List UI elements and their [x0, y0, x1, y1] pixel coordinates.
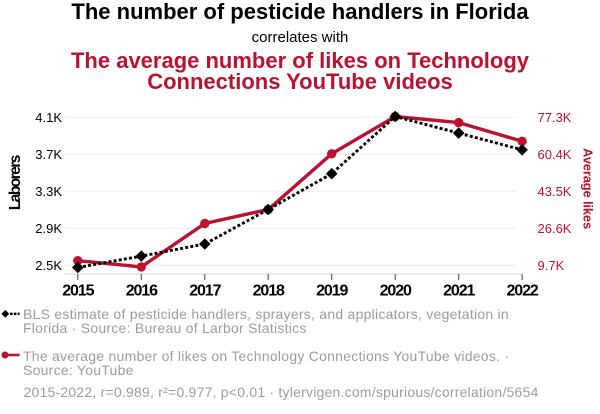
- svg-text:4.1K: 4.1K: [35, 110, 62, 125]
- svg-text:2015: 2015: [62, 283, 94, 300]
- svg-text:2.9K: 2.9K: [35, 221, 62, 236]
- svg-text:2022: 2022: [506, 283, 538, 300]
- svg-text:2.5K: 2.5K: [35, 258, 62, 273]
- svg-text:Laborers: Laborers: [7, 155, 24, 210]
- svg-text:26.6K: 26.6K: [538, 221, 572, 236]
- svg-text:2016: 2016: [126, 283, 158, 300]
- svg-text:43.5K: 43.5K: [538, 184, 572, 199]
- svg-text:2019: 2019: [316, 283, 348, 300]
- svg-text:2020: 2020: [380, 283, 412, 300]
- svg-text:Average likes: Average likes: [580, 148, 595, 229]
- svg-text:60.4K: 60.4K: [538, 147, 572, 162]
- svg-text:3.3K: 3.3K: [35, 184, 62, 199]
- svg-text:2017: 2017: [189, 283, 221, 300]
- svg-text:2021: 2021: [443, 283, 475, 300]
- svg-text:2018: 2018: [253, 283, 285, 300]
- svg-text:3.7K: 3.7K: [35, 147, 62, 162]
- svg-text:9.7K: 9.7K: [538, 258, 565, 273]
- svg-text:77.3K: 77.3K: [538, 110, 572, 125]
